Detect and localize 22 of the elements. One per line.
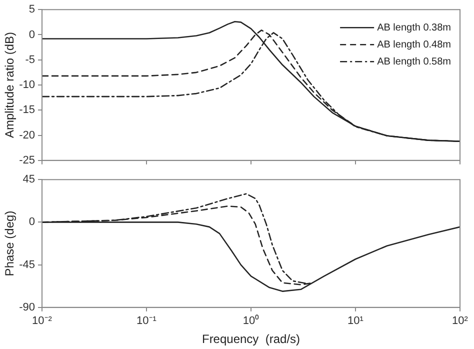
y-tick-label: 5	[28, 4, 35, 16]
y-axis-title: Phase (deg)	[2, 210, 17, 276]
y-tick-label: -15	[19, 104, 35, 116]
x-axis-title: Frequency (rad/s)	[202, 332, 300, 346]
y-tick-label: -90	[19, 301, 35, 314]
x-tick-label: 10⁻¹	[136, 315, 157, 328]
y-tick-label: -25	[19, 154, 35, 166]
y-tick-label: 0	[28, 28, 35, 41]
y-tick-label: -10	[19, 79, 35, 92]
x-tick-label: 10²	[452, 315, 468, 328]
y-tick-label: -45	[19, 258, 35, 271]
y-tick-label: 0	[28, 216, 35, 228]
x-tick-label: 10⁰	[242, 314, 260, 328]
legend-label: AB length 0.58m	[377, 56, 451, 68]
y-tick-label: -5	[25, 54, 35, 66]
y-axis-title: Amplitude ratio (dB)	[2, 32, 17, 138]
x-tick-label: 10⁻²	[32, 315, 52, 328]
y-tick-label: 45	[22, 174, 35, 186]
legend-label: AB length 0.48m	[377, 39, 451, 50]
x-tick-label: 10¹	[348, 315, 364, 328]
y-tick-label: -20	[19, 129, 35, 142]
legend-label: AB length 0.38m	[377, 22, 451, 34]
